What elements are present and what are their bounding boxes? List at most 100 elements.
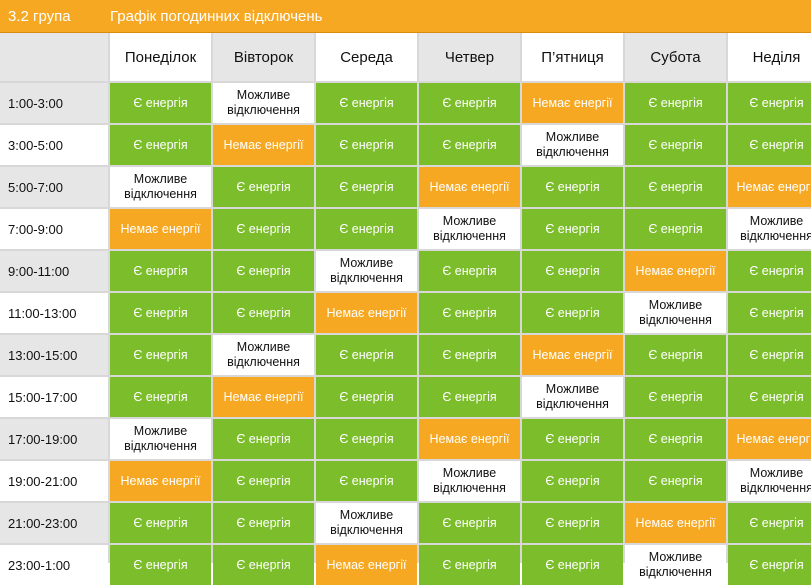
- status-cell-on: Є енергія: [625, 377, 726, 417]
- time-slot-label: 5:00-7:00: [0, 167, 108, 207]
- status-cell-on: Є енергія: [728, 377, 811, 417]
- status-cell-on: Є енергія: [728, 83, 811, 123]
- status-cell-off: Немає енергії: [728, 167, 811, 207]
- status-cell-on: Є енергія: [316, 377, 417, 417]
- status-cell-maybe: Можливе відключення: [419, 461, 520, 501]
- status-cell-maybe: Можливе відключення: [316, 251, 417, 291]
- status-cell-off: Немає енергії: [110, 461, 211, 501]
- status-cell-on: Є енергія: [522, 251, 623, 291]
- status-cell-on: Є енергія: [316, 125, 417, 165]
- time-slot-label: 3:00-5:00: [0, 125, 108, 165]
- status-cell-on: Є енергія: [625, 335, 726, 375]
- status-cell-on: Є енергія: [213, 251, 314, 291]
- day-header: Четвер: [419, 33, 520, 81]
- status-cell-on: Є енергія: [522, 419, 623, 459]
- status-cell-off: Немає енергії: [110, 209, 211, 249]
- status-cell-on: Є енергія: [625, 461, 726, 501]
- status-cell-off: Немає енергії: [522, 83, 623, 123]
- status-cell-on: Є енергія: [110, 335, 211, 375]
- schedule-header: 3.2 група Графік погодинних відключень: [0, 0, 811, 33]
- status-cell-on: Є енергія: [419, 125, 520, 165]
- time-slot-label: 15:00-17:00: [0, 377, 108, 417]
- status-cell-off: Немає енергії: [625, 251, 726, 291]
- status-cell-on: Є енергія: [419, 293, 520, 333]
- status-cell-on: Є енергія: [213, 461, 314, 501]
- status-cell-off: Немає енергії: [213, 377, 314, 417]
- time-slot-label: 23:00-1:00: [0, 545, 108, 585]
- status-cell-on: Є енергія: [522, 209, 623, 249]
- time-slot-label: 21:00-23:00: [0, 503, 108, 543]
- status-cell-maybe: Можливе відключення: [213, 83, 314, 123]
- schedule-title: Графік погодинних відключень: [110, 7, 323, 25]
- status-cell-maybe: Можливе відключення: [419, 209, 520, 249]
- schedule-table: Понеділок Вівторок Середа Четвер П’ятниця Суб…: [0, 33, 811, 585]
- group-label: 3.2 група: [8, 7, 71, 25]
- status-cell-on: Є енергія: [110, 83, 211, 123]
- status-cell-on: Є енергія: [316, 461, 417, 501]
- status-cell-on: Є енергія: [419, 83, 520, 123]
- time-slot-label: 9:00-11:00: [0, 251, 108, 291]
- status-cell-on: Є енергія: [419, 545, 520, 585]
- status-cell-on: Є енергія: [728, 503, 811, 543]
- status-cell-off: Немає енергії: [419, 419, 520, 459]
- status-cell-on: Є енергія: [316, 209, 417, 249]
- status-cell-on: Є енергія: [110, 503, 211, 543]
- status-cell-off: Немає енергії: [625, 503, 726, 543]
- status-cell-on: Є енергія: [316, 419, 417, 459]
- day-header: Вівторок: [213, 33, 314, 81]
- status-cell-on: Є енергія: [625, 419, 726, 459]
- status-cell-off: Немає енергії: [316, 545, 417, 585]
- time-slot-label: 13:00-15:00: [0, 335, 108, 375]
- status-cell-on: Є енергія: [728, 251, 811, 291]
- status-cell-on: Є енергія: [728, 335, 811, 375]
- status-cell-on: Є енергія: [316, 335, 417, 375]
- time-slot-label: 11:00-13:00: [0, 293, 108, 333]
- day-header: Понеділок: [110, 33, 211, 81]
- status-cell-on: Є енергія: [110, 293, 211, 333]
- status-cell-on: Є енергія: [419, 335, 520, 375]
- time-slot-label: 7:00-9:00: [0, 209, 108, 249]
- day-header: Субота: [625, 33, 726, 81]
- status-cell-on: Є енергія: [522, 503, 623, 543]
- status-cell-on: Є енергія: [728, 293, 811, 333]
- status-cell-on: Є енергія: [110, 545, 211, 585]
- status-cell-on: Є енергія: [213, 209, 314, 249]
- time-slot-label: 1:00-3:00: [0, 83, 108, 123]
- status-cell-on: Є енергія: [213, 545, 314, 585]
- status-cell-on: Є енергія: [625, 167, 726, 207]
- status-cell-off: Немає енергії: [316, 293, 417, 333]
- status-cell-on: Є енергія: [419, 503, 520, 543]
- status-cell-on: Є енергія: [316, 167, 417, 207]
- status-cell-off: Немає енергії: [728, 419, 811, 459]
- status-cell-on: Є енергія: [316, 83, 417, 123]
- day-header: П’ятниця: [522, 33, 623, 81]
- status-cell-on: Є енергія: [213, 503, 314, 543]
- status-cell-on: Є енергія: [728, 545, 811, 585]
- status-cell-off: Немає енергії: [213, 125, 314, 165]
- time-slot-label: 17:00-19:00: [0, 419, 108, 459]
- status-cell-on: Є енергія: [110, 125, 211, 165]
- day-header: Неділя: [728, 33, 811, 81]
- status-cell-off: Немає енергії: [419, 167, 520, 207]
- status-cell-on: Є енергія: [419, 377, 520, 417]
- status-cell-maybe: Можливе відключення: [728, 209, 811, 249]
- status-cell-on: Є енергія: [213, 167, 314, 207]
- status-cell-maybe: Можливе відключення: [522, 125, 623, 165]
- status-cell-maybe: Можливе відключення: [625, 545, 726, 585]
- status-cell-on: Є енергія: [110, 251, 211, 291]
- status-cell-on: Є енергія: [419, 251, 520, 291]
- status-cell-maybe: Можливе відключення: [316, 503, 417, 543]
- status-cell-on: Є енергія: [625, 83, 726, 123]
- status-cell-on: Є енергія: [728, 125, 811, 165]
- status-cell-on: Є енергія: [522, 167, 623, 207]
- status-cell-on: Є енергія: [625, 125, 726, 165]
- status-cell-maybe: Можливе відключення: [110, 167, 211, 207]
- status-cell-off: Немає енергії: [522, 335, 623, 375]
- status-cell-on: Є енергія: [213, 293, 314, 333]
- status-cell-maybe: Можливе відключення: [110, 419, 211, 459]
- status-cell-on: Є енергія: [522, 461, 623, 501]
- status-cell-maybe: Можливе відключення: [625, 293, 726, 333]
- time-slot-label: 19:00-21:00: [0, 461, 108, 501]
- status-cell-on: Є енергія: [213, 419, 314, 459]
- status-cell-maybe: Можливе відключення: [213, 335, 314, 375]
